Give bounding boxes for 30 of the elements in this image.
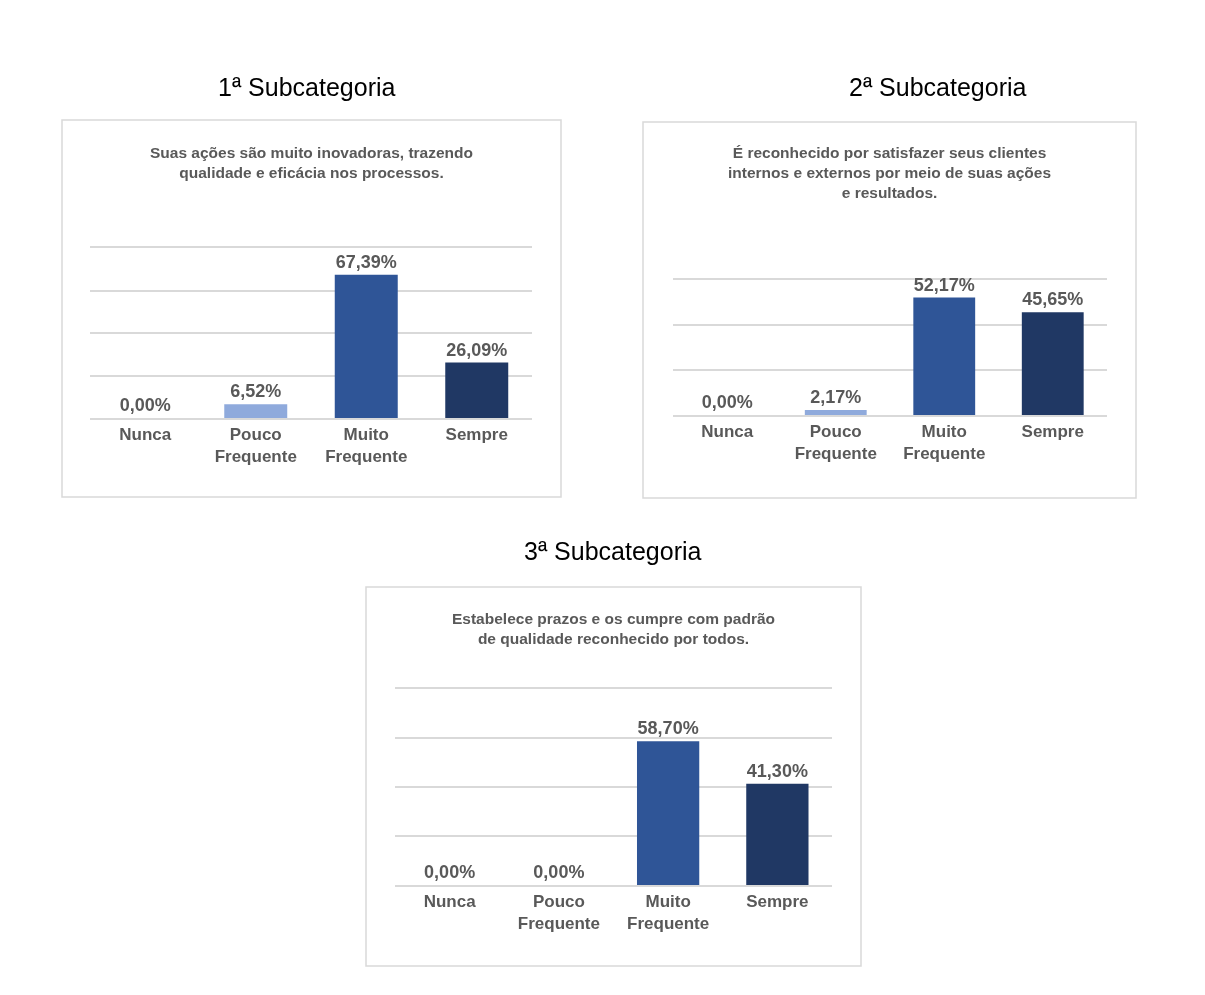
x-tick-label: Nunca — [701, 422, 754, 442]
data-label: 41,30% — [746, 760, 808, 781]
x-tick-label: Muito Frequente — [325, 425, 408, 467]
x-tick-label: Muito Frequente — [903, 422, 986, 464]
chart-subtitle: Suas ações são muito inovadoras, trazendo qualidade e eficácia nos processos. — [150, 144, 474, 182]
data-label: 67,39% — [335, 251, 397, 272]
x-tick-label: Pouco Frequente — [517, 892, 600, 934]
chart-subtitle: É reconhecido por satisfazer seus clientes internos e externos por meio de suas ações e resultados. — [728, 144, 1052, 202]
data-label: 52,17% — [913, 274, 975, 295]
x-tick-label: Sempre — [746, 892, 809, 912]
x-tick-label: Pouco Frequente — [794, 422, 877, 464]
data-label: 0,00% — [119, 395, 171, 415]
data-label: 0,00% — [424, 862, 476, 882]
x-tick-label: Muito Frequente — [627, 892, 710, 934]
x-tick-label: Pouco Frequente — [214, 425, 297, 467]
x-tick-label: Sempre — [445, 425, 508, 445]
data-label: 0,00% — [701, 392, 753, 412]
chart-subtitle: Estabelece prazos e os cumpre com padrão de qualidade reconhecido por todos. — [452, 610, 776, 648]
data-label: 58,70% — [637, 718, 699, 739]
data-label: 6,52% — [230, 381, 282, 402]
data-label: 2,17% — [810, 387, 862, 408]
chart-title: 3ª Subcategoria — [524, 537, 702, 565]
data-label: 26,09% — [446, 339, 508, 360]
x-tick-label: Nunca — [119, 425, 172, 445]
data-label: 0,00% — [533, 862, 585, 882]
chart-title: 2ª Subcategoria — [849, 73, 1027, 101]
x-tick-label: Sempre — [1021, 422, 1084, 442]
x-tick-label: Nunca — [423, 892, 477, 912]
data-label: 45,65% — [1022, 289, 1084, 310]
chart-title: 1ª Subcategoria — [218, 73, 396, 101]
